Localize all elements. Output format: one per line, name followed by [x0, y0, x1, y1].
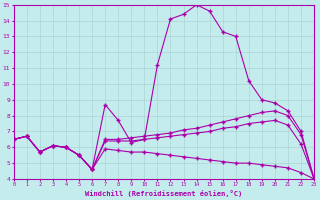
X-axis label: Windchill (Refroidissement éolien,°C): Windchill (Refroidissement éolien,°C)	[85, 190, 243, 197]
